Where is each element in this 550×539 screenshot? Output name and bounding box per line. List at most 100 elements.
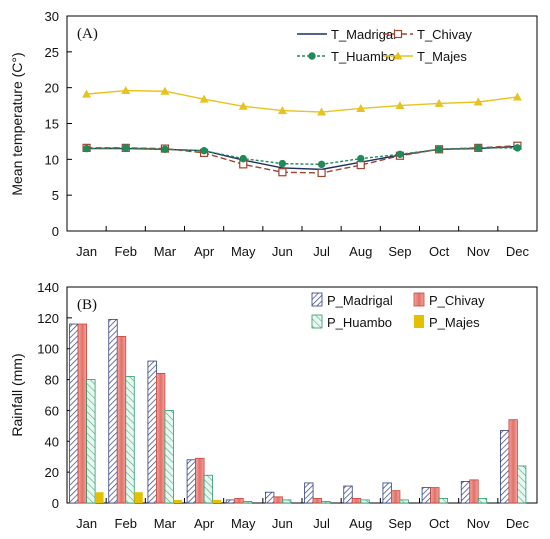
series-p-huambo xyxy=(86,376,527,504)
rainfall-x-tick-label-dec: Dec xyxy=(506,516,530,531)
legend-label-t-majes: T_Majes xyxy=(417,49,467,64)
temperature-x-tick-label-dec: Dec xyxy=(506,244,530,259)
temperature-x-tick-label-jun: Jun xyxy=(272,244,293,259)
bar-p-huambo-feb xyxy=(125,376,135,504)
bar-p-huambo-jul xyxy=(321,501,331,504)
bar-p-madrigal-dec xyxy=(500,430,510,504)
series-p-majes xyxy=(95,492,222,503)
bar-p-madrigal-nov xyxy=(460,480,471,504)
temperature-x-tick-label-aug: Aug xyxy=(349,244,372,259)
bar-p-madrigal-aug xyxy=(343,485,353,504)
point-t-majes-aug xyxy=(356,103,366,112)
rainfall-y-tick-label: 20 xyxy=(45,465,59,480)
point-t-majes-jun xyxy=(277,106,287,115)
bar-p-huambo-nov xyxy=(477,497,488,504)
point-t-huambo-jul xyxy=(317,160,326,169)
point-t-majes-feb xyxy=(121,86,131,95)
bar-p-huambo-may xyxy=(242,501,253,504)
bar-p-huambo-jan xyxy=(86,379,96,504)
bar-p-chivay-may xyxy=(234,497,244,504)
line-t-majes xyxy=(86,89,518,113)
legend-label-p-majes: P_Majes xyxy=(429,315,480,330)
bar-p-majes-jan xyxy=(95,492,104,503)
legend-marker-t-chivay xyxy=(393,29,403,39)
legend-label-p-chivay: P_Chivay xyxy=(429,293,485,308)
bar-p-madrigal-jan xyxy=(69,323,79,504)
bar-p-huambo-jun xyxy=(282,499,292,504)
temperature-y-axis-title: Mean temperature (C°) xyxy=(9,52,25,195)
temperature-panel: (A) Mean temperature (C°) 0 5 10 15 20 25 30 J… xyxy=(9,9,538,259)
point-t-huambo-aug xyxy=(357,154,365,163)
point-t-majes-dec xyxy=(512,92,522,101)
point-t-huambo-feb xyxy=(122,144,130,152)
temperature-x-ticks: Jan Feb Mar Apr May Jun Jul Aug Sep Oct Nov Dec xyxy=(76,226,529,259)
point-t-majes-mar xyxy=(160,86,170,95)
bar-p-huambo-aug xyxy=(360,499,370,504)
point-t-huambo-jun xyxy=(278,159,287,168)
rainfall-y-ticks: 0 20 40 60 80 100 120 140 xyxy=(37,280,72,511)
point-t-chivay-jul xyxy=(317,168,326,178)
point-t-majes-sep xyxy=(395,101,405,110)
series-p-madrigal xyxy=(69,318,510,504)
legend-swatch-p-huambo xyxy=(311,314,323,329)
legend-item-t-chivay: T_Chivay xyxy=(383,27,472,42)
point-t-huambo-dec xyxy=(513,144,522,152)
temperature-y-tick-label: 10 xyxy=(45,152,59,167)
bar-p-chivay-mar xyxy=(156,372,166,504)
legend-item-t-madrigal: T_Madrigal xyxy=(297,27,396,42)
rainfall-y-axis-title: Rainfall (mm) xyxy=(9,353,25,436)
temperature-x-tick-label-oct: Oct xyxy=(429,244,450,259)
bar-p-huambo-oct xyxy=(438,497,448,504)
legend-label-t-chivay: T_Chivay xyxy=(417,27,472,42)
rainfall-x-tick-label-nov: Nov xyxy=(467,516,491,531)
bar-p-majes-feb xyxy=(134,492,143,503)
rainfall-x-tick-label-feb: Feb xyxy=(115,516,137,531)
bar-p-huambo-dec xyxy=(517,465,527,504)
temperature-x-tick-label-jul: Jul xyxy=(313,244,330,259)
bar-p-chivay-dec xyxy=(508,419,518,504)
temperature-x-tick-label-sep: Sep xyxy=(388,244,411,259)
point-t-majes-nov xyxy=(473,97,483,106)
temperature-y-tick-label: 20 xyxy=(45,81,59,96)
legend-item-p-huambo: P_Huambo xyxy=(311,314,392,330)
temperature-y-tick-label: 25 xyxy=(45,45,59,60)
bar-p-madrigal-oct xyxy=(421,487,431,504)
legend-marker-t-majes xyxy=(393,51,403,60)
legend-label-t-huambo: T_Huambo xyxy=(331,49,395,64)
temperature-y-tick-label: 0 xyxy=(52,224,59,239)
rainfall-x-tick-label-may: May xyxy=(231,516,256,531)
bar-p-chivay-jan xyxy=(77,323,87,504)
temperature-legend: T_Madrigal T_Chivay T_Huambo T_Majes xyxy=(297,27,472,64)
line-t-madrigal xyxy=(86,145,518,171)
series-t-huambo xyxy=(82,144,522,169)
bar-p-madrigal-feb xyxy=(108,318,118,504)
rainfall-x-tick-label-apr: Apr xyxy=(194,516,215,531)
legend-swatch-p-majes xyxy=(414,315,424,328)
legend-swatch-p-madrigal xyxy=(311,292,323,307)
rainfall-x-tick-label-sep: Sep xyxy=(388,516,411,531)
point-t-huambo-oct xyxy=(435,145,443,154)
point-t-majes-apr xyxy=(199,94,209,103)
series-p-chivay xyxy=(77,323,518,504)
point-t-majes-jan xyxy=(82,89,92,98)
series-t-chivay xyxy=(82,141,522,178)
rainfall-x-tick-label-jan: Jan xyxy=(76,516,97,531)
temperature-x-tick-label-apr: Apr xyxy=(194,244,215,259)
point-t-chivay-aug xyxy=(356,160,365,170)
rainfall-legend: P_Madrigal P_Chivay P_Huambo P_Majes xyxy=(311,292,485,330)
bar-p-chivay-aug xyxy=(351,497,362,504)
point-t-huambo-may xyxy=(239,154,247,163)
point-t-huambo-apr xyxy=(200,147,208,155)
bar-p-madrigal-jun xyxy=(265,491,275,504)
point-t-majes-jul xyxy=(317,107,327,116)
temperature-x-tick-label-may: May xyxy=(231,244,256,259)
legend-item-t-majes: T_Majes xyxy=(383,49,467,64)
bar-p-chivay-oct xyxy=(430,487,440,504)
bar-p-chivay-jun xyxy=(273,496,283,504)
bar-p-huambo-apr xyxy=(203,474,213,504)
bar-p-madrigal-apr xyxy=(186,459,196,504)
series-t-majes xyxy=(82,86,522,116)
rainfall-bars xyxy=(69,318,527,504)
temperature-x-tick-label-feb: Feb xyxy=(115,244,137,259)
